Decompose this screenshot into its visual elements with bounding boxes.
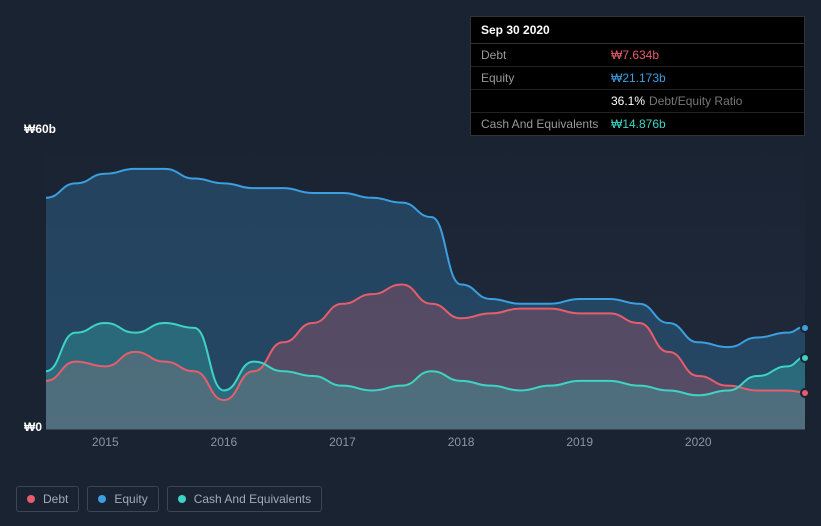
plot-area[interactable] [46, 140, 805, 430]
tooltip-row: Equity₩21.173b [471, 67, 804, 90]
tooltip-row: Debt₩7.634b [471, 44, 804, 67]
chart: ₩60b ₩0 2015 2016 2017 2018 2019 2020 [16, 120, 805, 470]
tooltip-row: 36.1% Debt/Equity Ratio [471, 90, 804, 113]
debt-endpoint-marker [800, 388, 810, 398]
legend-item-equity[interactable]: Equity [87, 486, 158, 512]
series-svg [46, 140, 805, 429]
tooltip-panel: Sep 30 2020 Debt₩7.634bEquity₩21.173b36.… [470, 16, 805, 136]
legend-label: Cash And Equivalents [194, 492, 311, 506]
x-tick-label: 2019 [566, 435, 593, 449]
tooltip-row-label: Debt [481, 48, 611, 62]
tooltip-row-label: Equity [481, 71, 611, 85]
legend-item-debt[interactable]: Debt [16, 486, 79, 512]
x-tick-label: 2017 [329, 435, 356, 449]
legend-label: Equity [114, 492, 147, 506]
y-tick-min: ₩0 [24, 420, 42, 434]
x-tick-label: 2018 [448, 435, 475, 449]
tooltip-row-value: ₩7.634b [611, 48, 659, 62]
debt-dot-icon [27, 495, 35, 503]
tooltip-date: Sep 30 2020 [471, 17, 804, 44]
x-tick-label: 2016 [211, 435, 238, 449]
cash-endpoint-marker [800, 353, 810, 363]
cash-dot-icon [178, 495, 186, 503]
y-tick-max: ₩60b [24, 122, 56, 136]
tooltip-row-value: 36.1% [611, 94, 645, 108]
x-axis-labels: 2015 2016 2017 2018 2019 2020 [46, 435, 805, 455]
x-tick-label: 2020 [685, 435, 712, 449]
equity-endpoint-marker [800, 323, 810, 333]
tooltip-row-suffix: Debt/Equity Ratio [649, 94, 742, 108]
equity-dot-icon [98, 495, 106, 503]
tooltip-row-value: ₩21.173b [611, 71, 666, 85]
x-tick-label: 2015 [92, 435, 119, 449]
tooltip-row-label [481, 94, 611, 108]
legend-item-cash[interactable]: Cash And Equivalents [167, 486, 322, 512]
legend: Debt Equity Cash And Equivalents [16, 486, 322, 512]
legend-label: Debt [43, 492, 68, 506]
